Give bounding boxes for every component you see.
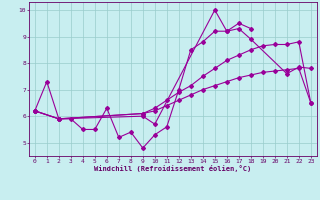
X-axis label: Windchill (Refroidissement éolien,°C): Windchill (Refroidissement éolien,°C) — [94, 165, 252, 172]
